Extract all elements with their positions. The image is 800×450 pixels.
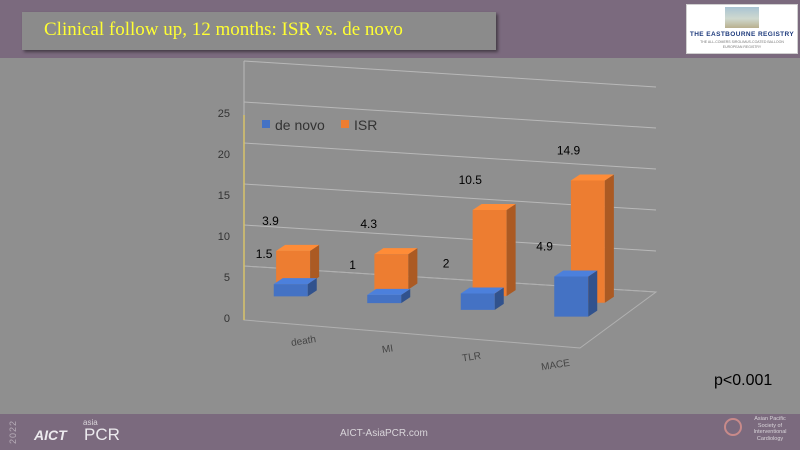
y-tick-label: 10	[218, 231, 230, 243]
x-tick-label: MI	[381, 343, 394, 356]
heart-logo-icon	[724, 418, 742, 436]
aict-logo: AICT	[34, 427, 67, 443]
y-tick-label: 5	[224, 272, 230, 284]
y-tick-label: 20	[218, 149, 230, 161]
bar-side	[408, 248, 418, 290]
footer-year: 2022	[8, 420, 18, 445]
apsic-name: Asian Pacific Society of Interventional …	[753, 416, 787, 442]
logo-subtitle: THE ALL-COMERS SIROLIMUS-COATED BALLOON	[700, 40, 784, 44]
bar-top	[570, 174, 614, 181]
data-labels: 3.9 4.3 10.5 14.9 1.5 1 2 4.9	[256, 144, 581, 272]
bar-isr-death	[276, 244, 320, 283]
bar-top	[554, 270, 598, 277]
gridline-back	[243, 101, 657, 129]
bar-top	[273, 278, 317, 285]
bar-side	[401, 288, 411, 304]
x-tick-label: TLR	[461, 351, 481, 365]
gridline-back	[243, 142, 657, 170]
y-tick-label: 0	[224, 313, 230, 325]
data-label: 4.3	[360, 217, 377, 231]
bar-top	[472, 203, 516, 210]
bar-side	[310, 244, 320, 283]
legend-swatch	[341, 120, 349, 128]
bar-de-novo-mace	[554, 270, 598, 317]
bar-side	[588, 270, 598, 317]
y-tick-label: 15	[218, 190, 230, 202]
footer-url: AICT-AsiaPCR.com	[340, 428, 428, 439]
legend-label: de novo	[275, 117, 325, 133]
bar-de-novo-death	[273, 278, 317, 297]
legend-label: ISR	[354, 117, 377, 133]
slide-title: Clinical follow up, 12 months: ISR vs. d…	[44, 19, 403, 40]
eastbourne-registry-logo: THE EASTBOURNE REGISTRY THE ALL-COMERS S…	[686, 4, 798, 54]
footer-band	[0, 414, 800, 450]
bar-isr-tlr	[472, 203, 516, 297]
bar-isr-mi	[374, 248, 418, 290]
bar-side	[494, 287, 504, 310]
data-label: 2	[443, 256, 450, 270]
gridline-back	[243, 60, 657, 88]
bar-front	[472, 209, 507, 297]
bar-chart: 0 5 10 15 20 25 3.9 4.3 10.5 14.9 1.5 1 2 4.9 death MI T…	[218, 60, 658, 373]
x-tick-label: MACE	[540, 358, 571, 373]
x-tick-labels: death MI TLR MACE	[290, 334, 571, 373]
bar-front	[276, 250, 311, 283]
bar-top	[276, 244, 320, 251]
asiapcr-asia: asia	[83, 418, 98, 427]
data-label: 3.9	[262, 214, 279, 228]
data-label: 14.9	[557, 144, 581, 158]
bar-side	[506, 203, 516, 297]
bar-top	[374, 248, 418, 255]
data-label: 4.9	[536, 239, 553, 253]
bar-side	[307, 278, 317, 297]
bar-top	[367, 288, 411, 295]
title-box	[22, 12, 496, 50]
bar-front	[374, 254, 409, 290]
bar-front	[460, 293, 495, 310]
bar-side	[604, 174, 614, 303]
bar-front	[273, 284, 308, 297]
bar-de-novo-mi	[367, 288, 411, 304]
data-label: 1.5	[256, 247, 273, 261]
bar-front	[554, 276, 589, 317]
asiapcr-logo: PCR	[84, 425, 120, 444]
logo-name: THE EASTBOURNE REGISTRY	[689, 31, 795, 38]
legend-swatch	[262, 120, 270, 128]
logo-subtitle-2: EUROPEAN REGISTRY	[722, 45, 762, 49]
legend: de novo ISR	[262, 117, 377, 133]
bars	[273, 174, 614, 317]
bar-de-novo-tlr	[460, 287, 504, 310]
y-tick-label: 25	[218, 108, 230, 120]
bar-top	[460, 287, 504, 294]
data-label: 10.5	[459, 173, 483, 187]
bar-front	[367, 294, 402, 304]
data-label: 1	[349, 258, 356, 272]
p-value: p<0.001	[714, 372, 773, 389]
cliff-photo-icon	[725, 7, 759, 28]
x-tick-label: death	[290, 334, 316, 349]
y-tick-labels: 0 5 10 15 20 25	[218, 108, 230, 325]
